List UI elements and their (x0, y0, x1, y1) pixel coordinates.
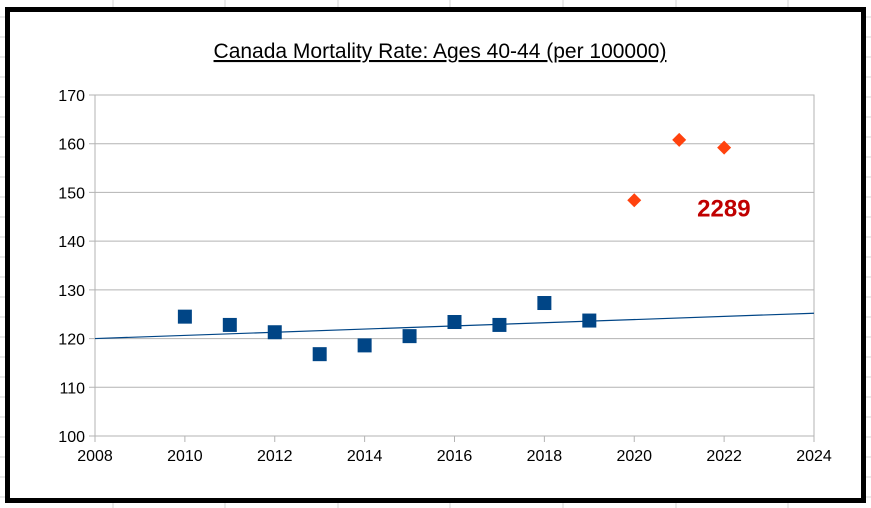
data-point-diamond (627, 193, 642, 208)
data-point-diamond (672, 132, 687, 147)
x-tick-label: 2014 (347, 448, 383, 465)
y-tick-label: 170 (58, 88, 85, 105)
x-tick-label: 2020 (616, 448, 652, 465)
data-point-square (312, 347, 327, 362)
chart-frame[interactable]: Canada Mortality Rate: Ages 40-44 (per 1… (5, 7, 866, 503)
data-point-square (267, 325, 282, 340)
data-point-square (222, 317, 237, 332)
x-tick-label: 2008 (77, 448, 113, 465)
data-point-square (177, 309, 192, 324)
y-tick-label: 150 (58, 185, 85, 202)
data-point-square (537, 296, 552, 311)
y-axis-ticks: 100 110 120 130 140 150 160 170 (58, 88, 85, 446)
chart-title: Canada Mortality Rate: Ages 40-44 (per 1… (214, 40, 667, 63)
data-point-square (402, 329, 417, 344)
annotation-label: 2289 (697, 195, 750, 222)
y-tick-label: 120 (58, 332, 85, 349)
y-tick-label: 160 (58, 137, 85, 154)
data-point-square (357, 338, 372, 353)
annotations: 2289 (697, 195, 750, 222)
x-tick-label: 2024 (796, 448, 832, 465)
data-point-square (492, 317, 507, 332)
gridlines (89, 94, 814, 437)
data-point-square (447, 315, 462, 330)
y-tick-label: 140 (58, 234, 85, 251)
x-axis-ticks: 2008 2010 2012 2014 2016 2018 2020 2022 2024 (77, 436, 832, 465)
y-tick-label: 130 (58, 283, 85, 300)
data-point-square (582, 313, 597, 328)
x-tick-label: 2022 (706, 448, 742, 465)
x-tick-label: 2018 (527, 448, 563, 465)
x-tick-label: 2010 (167, 448, 203, 465)
y-tick-label: 110 (59, 380, 85, 397)
plot-area-border (94, 94, 815, 437)
x-tick-label: 2016 (437, 448, 473, 465)
chart-area: Canada Mortality Rate: Ages 40-44 (per 1… (58, 40, 832, 465)
y-tick-label: 100 (58, 429, 85, 446)
data-point-diamond (717, 140, 732, 155)
data-points (177, 132, 732, 362)
x-tick-label: 2012 (257, 448, 293, 465)
